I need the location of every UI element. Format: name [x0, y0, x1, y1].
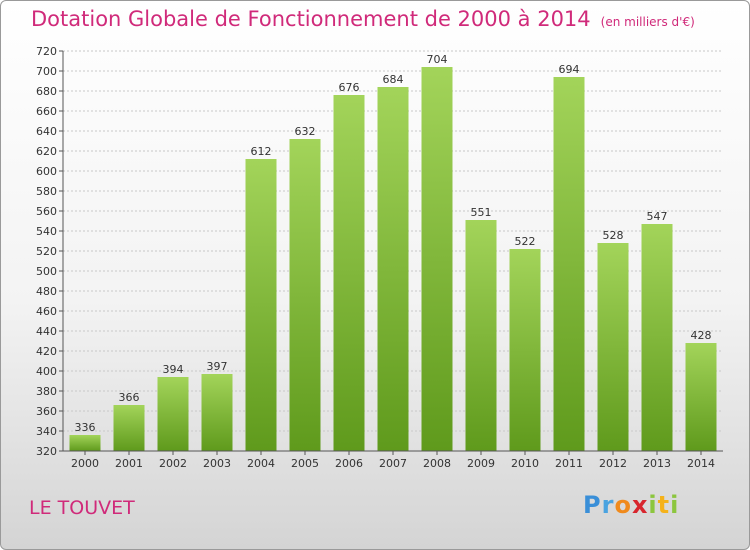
axes: 320 340 360 380 400 420 440 460 480 500 520 540 560 5…: [36, 45, 723, 470]
x-tick-label: 2011: [555, 457, 583, 470]
x-tick-label: 2012: [599, 457, 627, 470]
x-tick-label: 2013: [643, 457, 671, 470]
y-tick-label: 400: [36, 365, 57, 378]
data-label: 684: [383, 73, 404, 86]
data-label: 366: [119, 391, 140, 404]
data-label: 397: [207, 360, 228, 373]
data-label: 551: [471, 206, 492, 219]
data-label: 704: [427, 53, 448, 66]
commune-name: LE TOUVET: [29, 497, 135, 519]
y-tick-label: 640: [36, 125, 57, 138]
bar-2000: [69, 435, 101, 451]
x-tick-label: 2002: [159, 457, 187, 470]
y-tick-label: 460: [36, 305, 57, 318]
x-tick-label: 2003: [203, 457, 231, 470]
bar-2003: [201, 374, 233, 451]
y-tick-label: 600: [36, 165, 57, 178]
x-tick-label: 2004: [247, 457, 275, 470]
data-label: 528: [603, 229, 624, 242]
x-tick-label: 2008: [423, 457, 451, 470]
chart-unit: (en milliers d'€): [600, 15, 695, 29]
data-label: 676: [339, 81, 360, 94]
bar-2006: [333, 95, 365, 451]
y-tick-label: 480: [36, 285, 57, 298]
bar-2001: [113, 405, 145, 451]
y-tick-label: 520: [36, 245, 57, 258]
y-tick-label: 500: [36, 265, 57, 278]
data-label: 522: [515, 235, 536, 248]
data-label: 428: [691, 329, 712, 342]
y-tick-label: 340: [36, 425, 57, 438]
bar-2005: [289, 139, 321, 451]
y-tick-label: 680: [36, 85, 57, 98]
data-label: 394: [163, 363, 184, 376]
x-tick-label: 2001: [115, 457, 143, 470]
x-tick-label: 2000: [71, 457, 99, 470]
x-tick-label: 2010: [511, 457, 539, 470]
bar-2007: [377, 87, 409, 451]
data-labels: 336 366 394 397 612 632 676 684 704 551 522 694 528 5…: [75, 53, 712, 434]
y-tick-label: 580: [36, 185, 57, 198]
bar-2013: [641, 224, 673, 451]
data-label: 694: [559, 63, 580, 76]
data-label: 612: [251, 145, 272, 158]
x-tick-label: 2006: [335, 457, 363, 470]
bar-2014: [685, 343, 717, 451]
bar-2011: [553, 77, 585, 451]
bar-2002: [157, 377, 189, 451]
y-tick-label: 560: [36, 205, 57, 218]
data-label: 547: [647, 210, 668, 223]
x-tick-label: 2009: [467, 457, 495, 470]
y-tick-label: 380: [36, 385, 57, 398]
y-tick-label: 420: [36, 345, 57, 358]
chart-title: Dotation Globale de Fonctionnement de 20…: [31, 7, 695, 31]
y-tick-label: 440: [36, 325, 57, 338]
chart-title-text: Dotation Globale de Fonctionnement de 20…: [31, 7, 591, 31]
bar-2004: [245, 159, 277, 451]
y-tick-label: 320: [36, 445, 57, 458]
y-tick-label: 660: [36, 105, 57, 118]
y-tick-label: 720: [36, 45, 57, 58]
y-tick-label: 540: [36, 225, 57, 238]
bars: [69, 67, 717, 451]
y-tick-label: 620: [36, 145, 57, 158]
bar-2008: [421, 67, 453, 451]
proxiti-logo[interactable]: Proxiti: [583, 491, 680, 519]
data-label: 632: [295, 125, 316, 138]
bar-2012: [597, 243, 629, 451]
y-tick-label: 360: [36, 405, 57, 418]
y-tick-label: 700: [36, 65, 57, 78]
x-tick-label: 2007: [379, 457, 407, 470]
x-tick-label: 2014: [687, 457, 715, 470]
bar-2009: [465, 220, 497, 451]
bar-2010: [509, 249, 541, 451]
x-tick-label: 2005: [291, 457, 319, 470]
data-label: 336: [75, 421, 96, 434]
